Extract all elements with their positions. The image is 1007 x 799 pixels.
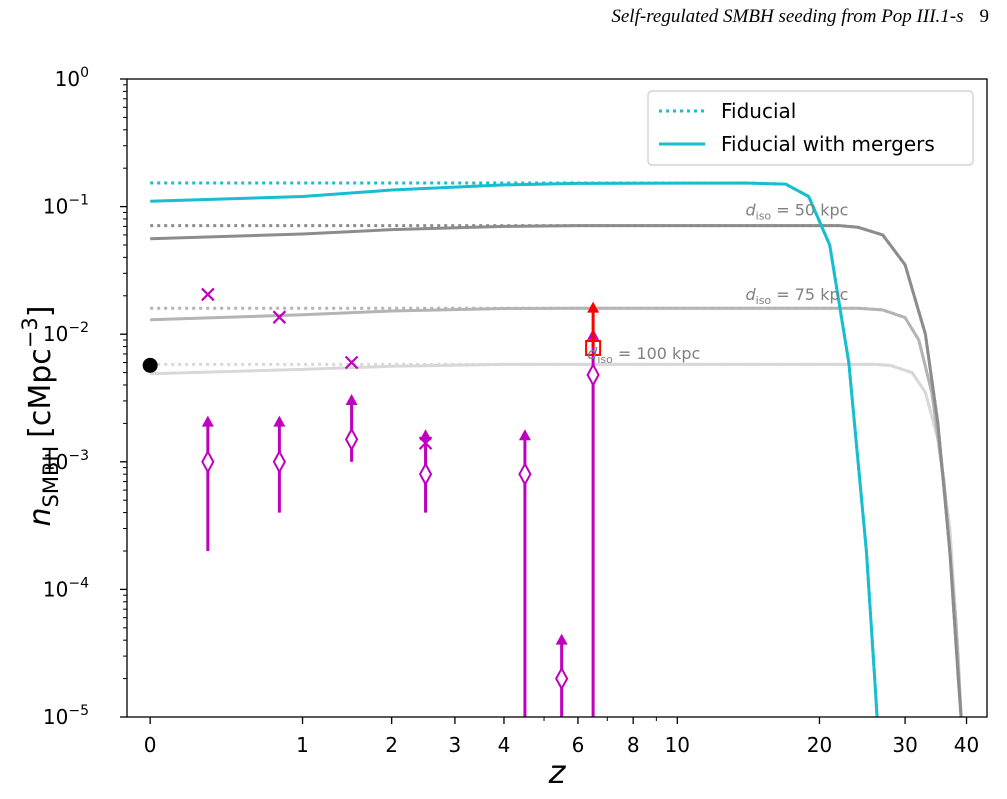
legend-box bbox=[647, 90, 974, 166]
curve-label-symbol: d bbox=[745, 285, 756, 304]
obs-arrow-head-0 bbox=[201, 415, 214, 427]
local-density-point bbox=[142, 357, 158, 373]
x-tick-label: 20 bbox=[807, 733, 832, 757]
y-tick-label: 100 bbox=[55, 65, 89, 91]
curve-label-subscript: iso bbox=[597, 353, 613, 366]
y-tick-label: 10−4 bbox=[43, 575, 89, 601]
obs-arrow-head-1 bbox=[273, 415, 286, 427]
curve-label-subscript: iso bbox=[756, 294, 772, 307]
y-tick-label: 10−2 bbox=[43, 320, 89, 346]
obs-square-arrow-head bbox=[587, 301, 600, 313]
obs-diamond-marker-4 bbox=[518, 462, 532, 487]
observations-layer bbox=[201, 287, 602, 717]
obs-diamond-marker-2 bbox=[344, 427, 359, 452]
x-tick-label: 1 bbox=[296, 733, 309, 757]
x-tick-label: 3 bbox=[449, 733, 462, 757]
curve-label-symbol: d bbox=[587, 344, 598, 363]
y-tick-label: 10−1 bbox=[43, 193, 89, 219]
y-tick-mantissa: 10 bbox=[43, 195, 68, 219]
obs-cross-marker-2 bbox=[344, 355, 359, 370]
x-tick-label: 0 bbox=[144, 733, 157, 757]
curve-label-subscript: iso bbox=[756, 210, 772, 223]
x-tick-label: 2 bbox=[385, 733, 398, 757]
x-tick-label: 8 bbox=[627, 733, 640, 757]
obs-diamond-marker-0 bbox=[201, 449, 215, 474]
series-d100-solid-line bbox=[150, 362, 963, 717]
page-number: 9 bbox=[979, 6, 990, 27]
y-tick-exponent: −3 bbox=[68, 448, 89, 464]
series-d50-solid-line bbox=[150, 224, 963, 717]
obs-square-marker bbox=[585, 339, 602, 356]
y-tick-exponent: −1 bbox=[68, 193, 89, 209]
curve-label-d100: diso = 100 kpc bbox=[587, 344, 700, 366]
x-tick-label: 4 bbox=[498, 733, 511, 757]
series-fiducial-dotted-line bbox=[150, 181, 879, 717]
curve-label-value: = 100 kpc bbox=[613, 344, 700, 363]
y-label-unit-close: ] bbox=[23, 306, 58, 318]
obs-arrow-head-2 bbox=[345, 393, 358, 405]
obs-cross-marker-3 bbox=[418, 436, 433, 450]
legend-label-1: Fiducial with mergers bbox=[721, 132, 935, 156]
curve-label-d50: diso = 50 kpc bbox=[745, 201, 848, 223]
plot-frame bbox=[126, 78, 988, 718]
page-header: Self-regulated SMBH seeding from Pop III… bbox=[611, 6, 989, 28]
curve-label-d75: diso = 75 kpc bbox=[745, 285, 848, 307]
y-tick-exponent: 0 bbox=[80, 65, 89, 81]
obs-diamond-marker-6 bbox=[586, 362, 600, 387]
y-label-subscript: SMBH bbox=[39, 446, 63, 508]
legend-label-0: Fiducial bbox=[721, 99, 796, 123]
y-tick-exponent: −2 bbox=[68, 320, 89, 336]
curve-label-value: = 50 kpc bbox=[771, 201, 848, 220]
y-tick-mantissa: 10 bbox=[55, 67, 80, 91]
curve-label-value: = 75 kpc bbox=[771, 285, 848, 304]
y-tick-exponent: −5 bbox=[68, 703, 89, 719]
series-d100-dotted-line bbox=[150, 362, 963, 717]
x-axis: 0 1 2 3 4 6 8 10 20 30 40 bbox=[144, 717, 979, 757]
obs-cross-marker-0 bbox=[201, 287, 215, 302]
y-tick-mantissa: 10 bbox=[43, 705, 68, 729]
obs-arrow-head-3 bbox=[419, 429, 432, 441]
series-fiducial-solid-line bbox=[150, 181, 879, 717]
y-tick-mantissa: 10 bbox=[43, 322, 68, 346]
legend: Fiducial Fiducial with mergers bbox=[647, 90, 974, 166]
obs-arrow-head-4 bbox=[518, 429, 531, 441]
curve-label-symbol: d bbox=[745, 201, 756, 220]
obs-cross-marker-1 bbox=[272, 310, 287, 324]
y-tick-label: 10−3 bbox=[43, 448, 89, 474]
x-tick-label: 30 bbox=[892, 733, 917, 757]
x-tick-label: 40 bbox=[954, 733, 979, 757]
y-label-unit: [cMpc bbox=[23, 348, 58, 438]
running-title: Self-regulated SMBH seeding from Pop III… bbox=[611, 6, 964, 27]
obs-diamond-marker-1 bbox=[272, 449, 287, 474]
y-tick-label: 10−5 bbox=[43, 703, 89, 729]
plot-border bbox=[126, 78, 988, 718]
x-tick-label: 10 bbox=[665, 733, 690, 757]
obs-diamond-marker-5 bbox=[555, 666, 569, 691]
obs-diamond-marker-3 bbox=[418, 462, 433, 487]
x-axis-label: z bbox=[548, 753, 567, 791]
curves-layer bbox=[150, 181, 963, 717]
y-axis-label: nSMBH [cMpc−3] bbox=[18, 306, 63, 527]
obs-arrow-head-5 bbox=[555, 633, 568, 645]
y-tick-exponent: −4 bbox=[68, 575, 89, 591]
x-tick-label: 6 bbox=[572, 733, 585, 757]
y-tick-mantissa: 10 bbox=[43, 577, 68, 601]
y-label-unit-exponent: −3 bbox=[18, 317, 42, 348]
y-tick-mantissa: 10 bbox=[43, 450, 68, 474]
y-label-symbol: n bbox=[23, 507, 58, 526]
